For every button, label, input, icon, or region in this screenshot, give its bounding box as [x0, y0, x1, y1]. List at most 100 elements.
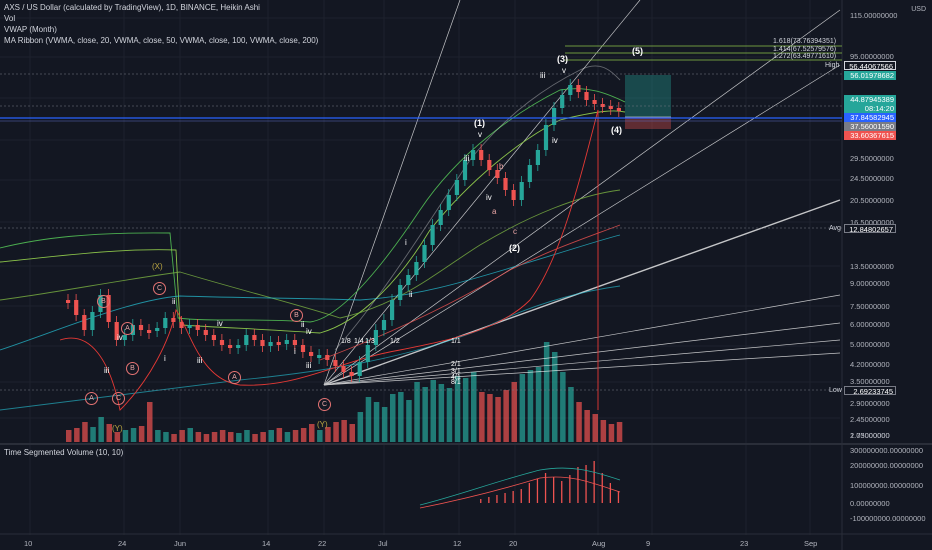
- candle: [114, 322, 119, 340]
- wave-iv-3: iv: [117, 333, 123, 342]
- vol-legend[interactable]: Vol: [4, 14, 16, 23]
- candle: [560, 95, 565, 108]
- price-axis-label: 9.00000000: [850, 279, 890, 288]
- grid: [0, 0, 840, 535]
- wave-ii-1: ii: [409, 290, 413, 299]
- volume-bar: [446, 388, 453, 442]
- fan-1-8: 1/8: [341, 338, 351, 345]
- fan-1-3: 1/3: [365, 338, 375, 345]
- wave-B-3: B: [290, 309, 303, 322]
- wave-3: (3): [557, 54, 568, 64]
- candle: [349, 372, 354, 376]
- wave-a: a: [492, 207, 497, 216]
- candle: [309, 352, 314, 356]
- volume-bar: [325, 427, 331, 442]
- candle: [365, 345, 370, 362]
- candle: [471, 150, 476, 160]
- volume-bar: [592, 414, 598, 442]
- volume-bar: [82, 422, 88, 442]
- wave-ii-5: ii: [301, 320, 305, 329]
- candle: [155, 328, 160, 331]
- wave-iv-2: iv: [552, 136, 558, 145]
- candle: [511, 190, 516, 200]
- time-axis-label: 20: [509, 539, 518, 548]
- volume-bar: [260, 432, 266, 442]
- candle: [503, 178, 508, 190]
- volume-bar: [576, 402, 582, 442]
- currency-label: USD: [911, 6, 926, 13]
- ma-ribbon-legend[interactable]: MA Ribbon (VWMA, close, 20, VWMA, close,…: [4, 36, 319, 45]
- wave-5: (5): [632, 46, 643, 56]
- volume-bar: [487, 394, 493, 442]
- wave-1: (1): [474, 118, 485, 128]
- candle: [74, 300, 79, 315]
- high-label: High: [825, 62, 840, 69]
- candle: [495, 170, 500, 178]
- wave-B-1: B: [97, 295, 110, 308]
- candle: [66, 300, 71, 303]
- candle: [584, 92, 589, 100]
- wave-iv-4: iv: [217, 319, 223, 328]
- volume-bar: [74, 428, 80, 442]
- wave-ii-3: ii: [172, 297, 176, 306]
- tsv-bar: [536, 479, 539, 503]
- price-axis-label: 2.45000000: [850, 415, 890, 424]
- candle: [163, 318, 168, 328]
- volume-bar: [138, 426, 145, 442]
- wave-A-3: A: [228, 371, 241, 384]
- price-axis-label: 95.00000000: [850, 52, 894, 61]
- volume-bar: [560, 372, 566, 442]
- volume-bar: [568, 387, 574, 442]
- volume-bar: [179, 430, 185, 442]
- tsv-histogram: [480, 461, 620, 503]
- candle: [519, 182, 524, 200]
- volume-bar: [341, 420, 347, 442]
- candle: [325, 355, 330, 360]
- candle: [390, 300, 395, 320]
- volume-bar: [114, 432, 121, 442]
- candle: [608, 106, 613, 109]
- tsv-bar: [609, 483, 611, 503]
- candle: [479, 150, 484, 160]
- volume-bar: [454, 376, 461, 442]
- volume-bar: [268, 430, 274, 442]
- volume-bar: [365, 397, 372, 442]
- low-label: Low: [829, 387, 842, 394]
- tsv-axis-label: 0.00000000: [850, 499, 890, 508]
- volume-bar: [147, 402, 153, 442]
- volume-bar: [317, 430, 323, 442]
- candle: [90, 312, 95, 330]
- wave-2: (2): [509, 243, 520, 253]
- wave-i-1: i: [405, 238, 407, 247]
- gann-fan: [323, 0, 841, 386]
- candle: [422, 245, 427, 262]
- candle: [406, 275, 411, 285]
- volume-bar: [373, 402, 380, 442]
- volume-bar: [406, 400, 412, 442]
- candle: [268, 342, 273, 346]
- time-axis-label: 14: [262, 539, 271, 548]
- candle: [552, 108, 557, 125]
- tsv-bar: [553, 477, 555, 503]
- wave-i-5: i: [294, 347, 296, 356]
- volume-bar: [608, 424, 615, 442]
- fan-1-2: 1/2: [390, 338, 400, 345]
- candle: [138, 325, 144, 330]
- volume-bar: [552, 352, 558, 442]
- time-axis-label: Jul: [378, 539, 388, 548]
- tsv-bar: [520, 489, 522, 503]
- price-axis-label: 3.50000000: [850, 377, 890, 386]
- candle: [373, 330, 378, 345]
- tsv-legend[interactable]: Time Segmented Volume (10, 10): [4, 448, 124, 457]
- tsv-bar: [561, 481, 563, 503]
- vwap-legend[interactable]: VWAP (Month): [4, 25, 57, 34]
- price-axis-label: 29.50000000: [850, 154, 894, 163]
- wave-iv-5: iv: [306, 327, 312, 336]
- wave-A-1: A: [85, 392, 98, 405]
- volume-bar: [130, 428, 137, 442]
- avg-price-tag: 12.84802657: [844, 224, 896, 234]
- fan-1-1: 1/1: [451, 338, 461, 345]
- candle: [430, 225, 435, 245]
- volume-bar: [398, 392, 404, 442]
